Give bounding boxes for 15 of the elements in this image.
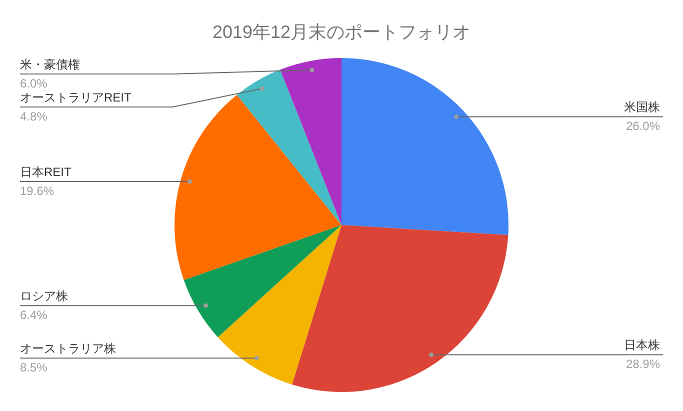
data-label: 19.6% <box>20 184 54 198</box>
data-label: 8.5% <box>20 360 48 374</box>
slice-label: ロシア株 <box>20 288 68 303</box>
data-label: 28.9% <box>626 357 660 372</box>
slice-label: オーストラリア株 <box>20 341 116 356</box>
slice-label: 米・豪債権 <box>20 57 80 72</box>
data-label: 6.0% <box>20 76 48 90</box>
data-label: 26.0% <box>626 119 660 134</box>
slice-label: 日本株 <box>624 338 660 352</box>
data-label: 4.8% <box>20 109 48 124</box>
slice-label: 米国株 <box>624 100 660 114</box>
slice-label: 日本REIT <box>20 164 72 179</box>
chart-title: 2019年12月末のポートフォリオ <box>212 22 471 42</box>
slice-label: オーストラリアREIT <box>20 90 132 104</box>
data-label: 6.4% <box>20 308 48 322</box>
